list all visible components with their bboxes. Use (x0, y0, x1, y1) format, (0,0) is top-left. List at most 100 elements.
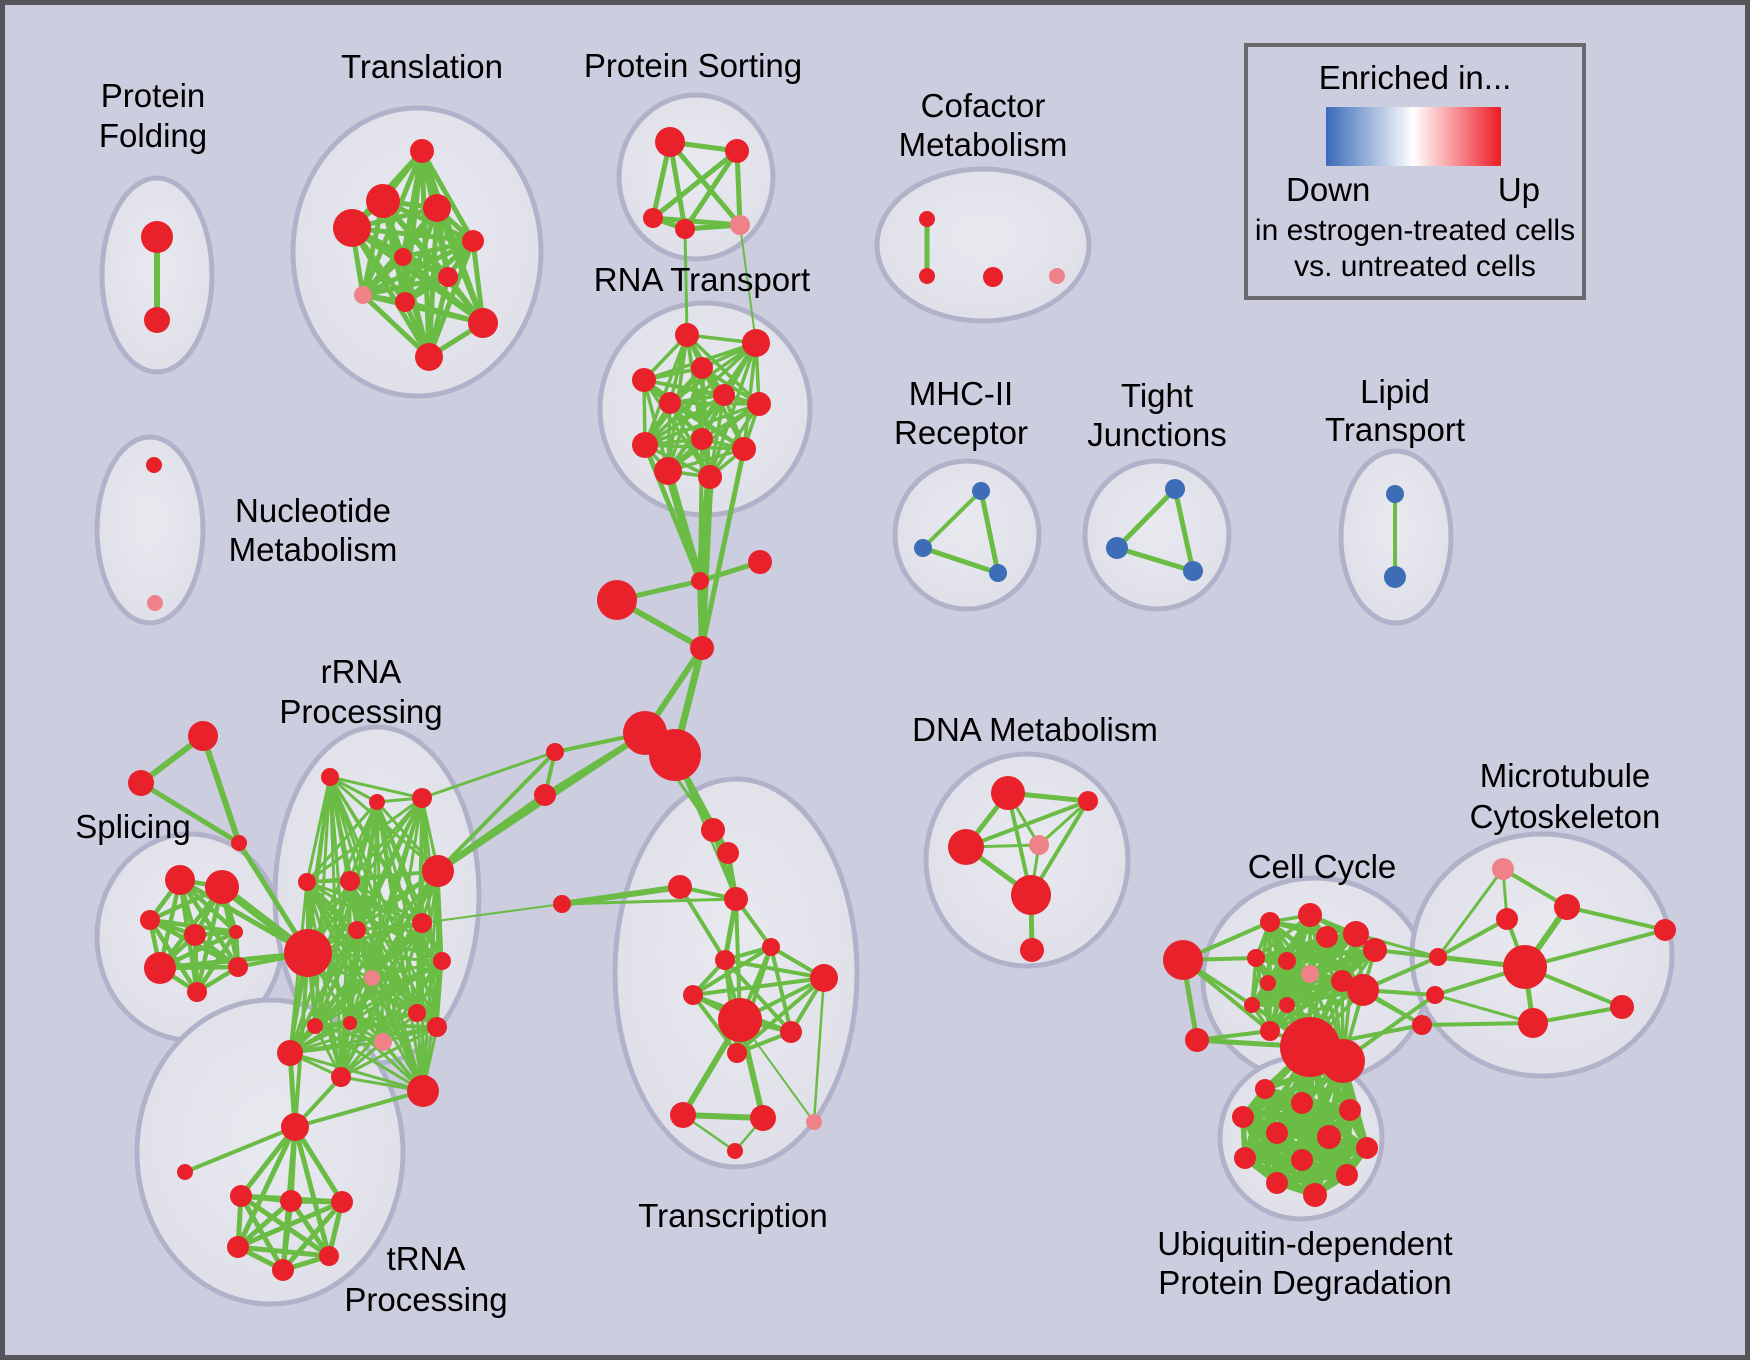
node-rr8 (348, 921, 366, 939)
edge-t1-t5 (419, 148, 476, 244)
node-c2 (919, 268, 935, 284)
group-label-rna-transport: RNA Transport (594, 261, 810, 298)
edge-rr6-rr9 (306, 869, 440, 955)
group-label-splicing: Splicing (75, 808, 191, 845)
edge-rr10-rr11 (370, 959, 444, 980)
node-t2 (366, 184, 400, 218)
legend-down-label: Down (1286, 171, 1371, 208)
group-label-trna-processing-2: Processing (344, 1281, 507, 1318)
group-label-dna-metabolism: DNA Metabolism (912, 711, 1158, 748)
node-e18 (1321, 1039, 1365, 1083)
node-q7 (319, 1246, 339, 1266)
group-label-rrna-processing-2: Processing (279, 693, 442, 730)
edge-v6-v11 (723, 958, 793, 1034)
edge-r10-h4 (699, 446, 747, 651)
edge-v8-v15 (812, 976, 826, 1124)
group-label-nucleotide-metabolism-2: Metabolism (229, 531, 398, 568)
edge-r6-r7 (668, 401, 761, 406)
edge-rr12-rr17 (288, 1011, 419, 1055)
node-x3 (231, 835, 247, 851)
edge-g4-g7 (1523, 928, 1667, 969)
edge-q5-q8 (280, 1199, 345, 1273)
edge-u10-u12 (1274, 1172, 1350, 1186)
edge-k2-g5 (1433, 993, 1535, 1025)
edge-q5-q6 (235, 1199, 345, 1250)
group-label-protein-folding-2: Folding (99, 117, 207, 154)
edge-q1-q5 (292, 1124, 345, 1205)
edge-r7-r11 (666, 402, 761, 473)
edge-t4-t5 (349, 225, 476, 244)
node-c4 (1049, 268, 1065, 284)
node-e8 (1247, 949, 1265, 967)
node-q5 (331, 1191, 353, 1213)
edge-rr10-rr12 (415, 959, 444, 1015)
edge-r7-r9 (643, 402, 761, 447)
node-u8 (1234, 1147, 1256, 1169)
node-e9 (1278, 952, 1296, 970)
edge-v8-v12 (735, 976, 826, 1055)
node-e2 (1185, 1028, 1209, 1052)
node-e3 (1260, 912, 1280, 932)
node-e6 (1343, 921, 1369, 947)
node-p3 (643, 208, 663, 228)
node-e4 (1298, 903, 1322, 927)
group-label-translation: Translation (341, 48, 503, 85)
edge-rr5-rr19 (348, 879, 425, 1093)
edge-m1-m3 (978, 488, 1001, 576)
node-e10 (1301, 965, 1319, 983)
node-g3 (1496, 908, 1518, 930)
node-r10 (732, 437, 756, 461)
edge-x2-x3 (138, 780, 242, 846)
node-rr1 (321, 768, 339, 786)
node-v6 (715, 950, 735, 970)
edge-rr16-rr17 (288, 1025, 439, 1055)
legend-title: Enriched in... (1318, 59, 1512, 96)
node-v2 (717, 842, 739, 864)
edge-rr1-rr3 (328, 775, 424, 800)
node-d4 (1029, 835, 1049, 855)
node-h6 (649, 729, 701, 781)
node-r12 (698, 465, 722, 489)
edge-m1-m2 (921, 489, 983, 550)
node-t9 (395, 292, 415, 312)
group-label-ubiquitin-degradation-2: Protein Degradation (1158, 1264, 1452, 1301)
edge-t6-t8 (360, 254, 406, 298)
node-t6 (394, 248, 412, 266)
edge-u3-u4 (1240, 1107, 1353, 1120)
edge-rr6-h7 (436, 750, 557, 873)
edge-v5-v3 (559, 884, 683, 907)
node-r2 (742, 329, 770, 357)
edge-q4-q8 (280, 1198, 294, 1273)
edge-r2-r10 (742, 341, 758, 451)
node-v5 (553, 895, 571, 913)
node-h8 (534, 784, 556, 806)
node-x2 (128, 770, 154, 796)
edge-q1-q7 (292, 1124, 332, 1259)
node-r11 (654, 457, 682, 485)
node-q2 (177, 1164, 193, 1180)
edge-r7-r12 (708, 402, 761, 479)
edge-e10-e14 (1250, 972, 1312, 1007)
node-k3 (1412, 1015, 1432, 1035)
group-label-mhc-ii-receptor-2: Receptor (894, 414, 1028, 451)
group-cofactor-metabolism (874, 166, 1092, 324)
edge-d2-d4 (1037, 799, 1090, 847)
edge-v7-v11 (769, 945, 793, 1034)
edge-q6-q7 (235, 1244, 332, 1259)
legend-caption-line1: in estrogen-treated cells (1254, 214, 1576, 247)
edge-rr11-rr15 (370, 976, 385, 1044)
node-d5 (1011, 875, 1051, 915)
node-rr16 (427, 1017, 447, 1037)
node-s6 (144, 952, 176, 984)
node-l1 (1386, 485, 1404, 503)
group-label-lipid-transport-2: Transport (1325, 411, 1465, 448)
node-rr2 (369, 794, 385, 810)
edge-r1-r7 (685, 333, 761, 406)
network-nodes (128, 127, 1676, 1281)
edge-e4-e7 (1308, 913, 1377, 952)
node-q3 (230, 1185, 252, 1207)
group-label-microtubule-cytoskeleton-1: Microtubule (1480, 757, 1651, 794)
node-n1 (146, 457, 162, 473)
edge-q1-q3 (238, 1124, 298, 1199)
edge-t8-t11 (360, 292, 432, 360)
